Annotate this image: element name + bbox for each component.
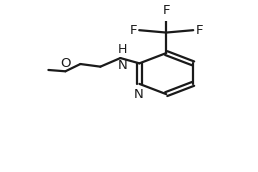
Text: N: N	[117, 59, 127, 72]
Text: N: N	[133, 88, 143, 101]
Text: F: F	[163, 4, 170, 17]
Text: F: F	[196, 24, 203, 37]
Text: F: F	[129, 24, 137, 37]
Text: H: H	[118, 43, 127, 56]
Text: O: O	[60, 57, 71, 70]
